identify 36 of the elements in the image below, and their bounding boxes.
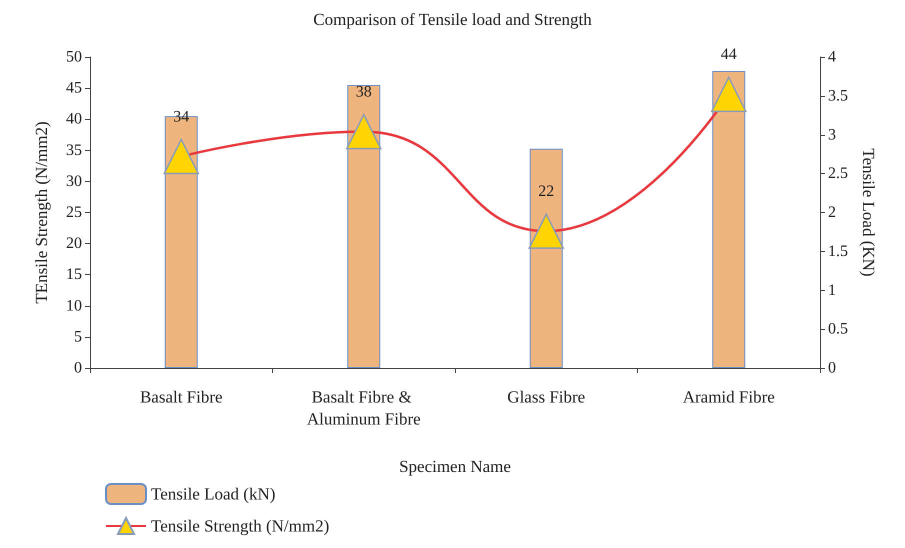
y2-tick-label: 1 bbox=[828, 282, 836, 299]
x-tick-label: Aramid Fibre bbox=[682, 388, 775, 406]
y-tick-label: 50 bbox=[66, 48, 82, 66]
chart-title: Comparison of Tensile load and Strength bbox=[313, 10, 592, 29]
y-tick-label: 15 bbox=[66, 266, 82, 284]
legend-label: Tensile Strength (N/mm2) bbox=[151, 516, 330, 536]
y2-tick-label: 0.5 bbox=[828, 320, 848, 338]
y2-axis-title: Tensile Load (KN) bbox=[859, 148, 878, 277]
y-tick-label: 25 bbox=[66, 204, 82, 221]
data-label: 44 bbox=[720, 46, 737, 64]
data-label: 22 bbox=[538, 182, 554, 200]
y2-tick-label: 2.5 bbox=[828, 165, 848, 182]
y2-tick-label: 3 bbox=[828, 126, 836, 144]
y-tick-label: 0 bbox=[74, 360, 82, 376]
y-tick-label: 40 bbox=[66, 110, 82, 128]
legend-label: Tensile Load (kN) bbox=[151, 484, 276, 504]
y2-tick-label: 3.5 bbox=[828, 87, 848, 104]
bar bbox=[712, 70, 746, 368]
x-tick-label: Glass Fibre bbox=[507, 388, 586, 406]
x-tick-label: Basalt Fibre & Aluminum Fibre bbox=[306, 388, 421, 428]
y-axis-title: TEnsile Strength (N/mm2) bbox=[32, 121, 51, 304]
y-tick-label: 5 bbox=[74, 328, 82, 346]
y-tick-label: 20 bbox=[66, 235, 82, 252]
x-axis-title: Specimen Name bbox=[399, 457, 511, 476]
y-tick-label: 45 bbox=[66, 80, 82, 97]
y-tick-label: 35 bbox=[66, 142, 82, 159]
y2-tick-label: 1.5 bbox=[828, 242, 848, 260]
y-tick-label: 10 bbox=[66, 297, 82, 314]
bar bbox=[347, 84, 380, 368]
x-tick-label: Basalt Fibre bbox=[140, 388, 223, 406]
y2-tick-label: 2 bbox=[828, 204, 836, 221]
y2-tick-label: 0 bbox=[828, 360, 836, 376]
y-tick-label: 30 bbox=[66, 172, 82, 190]
y2-tick-label: 4 bbox=[828, 48, 836, 66]
data-label: 38 bbox=[356, 83, 372, 100]
bar bbox=[530, 148, 563, 368]
